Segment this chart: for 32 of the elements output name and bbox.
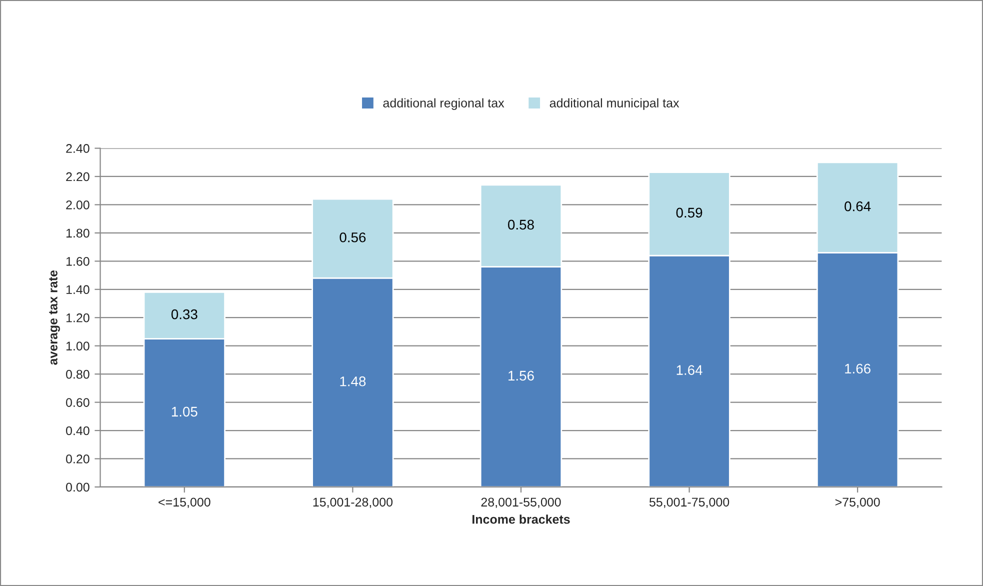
data-label: 0.33 bbox=[171, 309, 198, 320]
y-tick-label: 0.80 bbox=[66, 370, 90, 379]
legend-label: additional regional tax bbox=[383, 98, 504, 110]
y-tick-label: 1.80 bbox=[66, 228, 90, 238]
y-tick-label: 0.60 bbox=[66, 398, 90, 407]
data-label: 1.64 bbox=[676, 365, 702, 375]
y-tick-label: 2.40 bbox=[66, 144, 90, 153]
y-tick-label: 2.00 bbox=[66, 200, 90, 210]
y-tick-label: 0.20 bbox=[66, 454, 90, 464]
x-tick-label: 55,001-75,000 bbox=[649, 498, 730, 508]
data-label: 1.66 bbox=[845, 364, 870, 374]
data-label: 0.58 bbox=[508, 220, 534, 230]
y-tick-label: 1.40 bbox=[66, 285, 90, 294]
data-label: 1.05 bbox=[172, 406, 198, 417]
legend-label: additional municipal tax bbox=[550, 98, 680, 110]
y-tick-label: 0.40 bbox=[66, 426, 90, 436]
y-tick-label: 1.00 bbox=[66, 342, 90, 350]
data-label: 1.48 bbox=[340, 376, 366, 386]
data-label: 0.56 bbox=[340, 232, 366, 242]
x-tick-label: >75,000 bbox=[835, 498, 880, 508]
y-tick-label: 2.20 bbox=[66, 172, 90, 182]
y-axis-title: average tax rate bbox=[49, 270, 60, 365]
x-tick-label: <=15,000 bbox=[158, 498, 210, 508]
data-label: 0.64 bbox=[844, 201, 871, 212]
data-label: 1.56 bbox=[508, 370, 534, 381]
y-tick-label: 1.60 bbox=[66, 256, 90, 266]
x-axis-title: Income brackets bbox=[472, 514, 570, 524]
y-tick-label: 0.00 bbox=[66, 482, 90, 492]
x-tick-label: 15,001-28,000 bbox=[313, 498, 393, 508]
y-tick-label: 1.20 bbox=[66, 313, 90, 322]
data-label: 0.59 bbox=[676, 208, 702, 218]
x-tick-label: 28,001-55,000 bbox=[481, 498, 561, 508]
